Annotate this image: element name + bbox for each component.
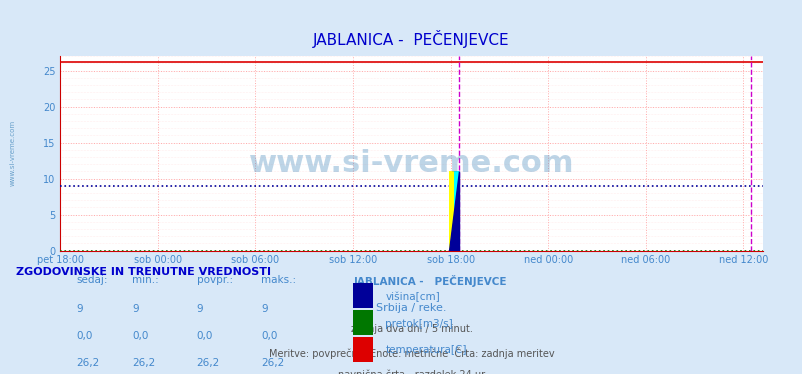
Text: zadnja dva dni / 5 minut.: zadnja dva dni / 5 minut. xyxy=(350,325,472,334)
Bar xyxy=(353,337,373,362)
Bar xyxy=(353,310,373,335)
Text: povpr.:: povpr.: xyxy=(196,275,233,285)
Bar xyxy=(448,171,453,251)
Text: Srbija / reke.: Srbija / reke. xyxy=(376,303,446,313)
Text: min.:: min.: xyxy=(132,275,159,285)
Text: 9: 9 xyxy=(196,304,203,315)
Text: ZGODOVINSKE IN TRENUTNE VREDNOSTI: ZGODOVINSKE IN TRENUTNE VREDNOSTI xyxy=(16,267,271,278)
Text: pretok[m3/s]: pretok[m3/s] xyxy=(385,319,452,328)
Text: 9: 9 xyxy=(76,304,83,315)
Text: 0,0: 0,0 xyxy=(261,331,277,341)
Text: JABLANICA -   PEČENJEVCE: JABLANICA - PEČENJEVCE xyxy=(353,275,506,287)
Text: 26,2: 26,2 xyxy=(261,358,284,368)
Text: 26,2: 26,2 xyxy=(132,358,156,368)
Text: 26,2: 26,2 xyxy=(196,358,220,368)
Text: temperatura[C]: temperatura[C] xyxy=(385,346,466,355)
Text: 9: 9 xyxy=(261,304,267,315)
Text: www.si-vreme.com: www.si-vreme.com xyxy=(249,148,573,178)
Title: JABLANICA -  PEČENJEVCE: JABLANICA - PEČENJEVCE xyxy=(313,30,509,48)
Text: 9: 9 xyxy=(132,304,139,315)
Text: 0,0: 0,0 xyxy=(196,331,213,341)
Text: maks.:: maks.: xyxy=(261,275,296,285)
Text: navpična črta - razdelek 24 ur: navpična črta - razdelek 24 ur xyxy=(338,369,484,374)
Text: 26,2: 26,2 xyxy=(76,358,99,368)
Bar xyxy=(453,171,458,251)
Text: sedaj:: sedaj: xyxy=(76,275,107,285)
Polygon shape xyxy=(448,171,458,251)
Text: www.si-vreme.com: www.si-vreme.com xyxy=(10,120,15,186)
Text: 0,0: 0,0 xyxy=(76,331,92,341)
Text: Meritve: povprečne  Enote: metrične  Črta: zadnja meritev: Meritve: povprečne Enote: metrične Črta:… xyxy=(269,347,553,359)
Text: višina[cm]: višina[cm] xyxy=(385,291,439,302)
Bar xyxy=(353,283,373,308)
Text: 0,0: 0,0 xyxy=(132,331,148,341)
